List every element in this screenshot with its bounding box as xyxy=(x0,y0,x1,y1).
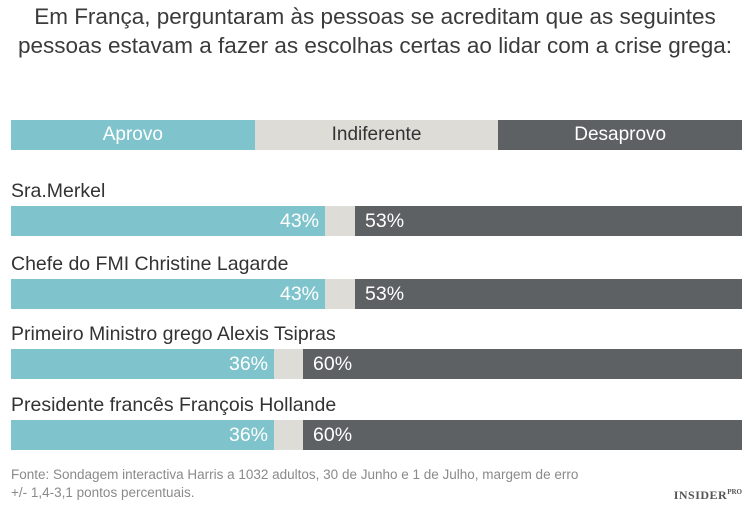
legend: Aprovo Indiferente Desaprovo xyxy=(11,120,743,150)
stacked-bar: 36% 60% xyxy=(11,420,742,450)
bar-segment-indifferent xyxy=(325,279,355,309)
bar-segment-approve xyxy=(11,420,274,450)
logo-text: INSIDER xyxy=(673,488,728,502)
value-label-approve: 36% xyxy=(228,353,268,375)
bar-segment-approve xyxy=(11,279,325,309)
bar-segment-indifferent xyxy=(274,349,303,379)
bar-segment-disapprove xyxy=(303,349,742,379)
row-label: Sra.Merkel xyxy=(11,180,106,202)
chart-title: Em França, perguntaram às pessoas se acr… xyxy=(0,2,750,60)
legend-indifferent: Indiferente xyxy=(254,120,499,150)
title-line-2: pessoas estavam a fazer as escolhas cert… xyxy=(17,33,733,58)
value-label-approve: 36% xyxy=(228,424,268,446)
bar-segment-disapprove xyxy=(355,279,742,309)
row-label: Presidente francês François Hollande xyxy=(11,394,337,416)
bar-segment-approve xyxy=(11,206,325,236)
insider-pro-logo: INSIDERPRO xyxy=(674,488,742,503)
value-label-approve: 43% xyxy=(279,283,319,305)
footnote-line-2: +/- 1,4-3,1 pontos percentuais. xyxy=(11,485,195,500)
value-label-disapprove: 60% xyxy=(313,353,353,375)
logo-sup: PRO xyxy=(727,488,742,496)
bar-segment-indifferent xyxy=(274,420,303,450)
bar-segment-disapprove xyxy=(355,206,742,236)
bar-segment-approve xyxy=(11,349,274,379)
title-line-1: Em França, perguntaram às pessoas se acr… xyxy=(34,4,716,29)
row-label: Primeiro Ministro grego Alexis Tsipras xyxy=(11,323,336,345)
value-label-disapprove: 60% xyxy=(313,424,353,446)
stacked-bar: 43% 53% xyxy=(11,206,742,236)
row-label: Chefe do FMI Christine Lagarde xyxy=(11,253,289,275)
bar-segment-indifferent xyxy=(325,206,355,236)
legend-disapprove: Desaprovo xyxy=(498,120,743,150)
stacked-bar: 36% 60% xyxy=(11,349,742,379)
footnote-line-1: Fonte: Sondagem interactiva Harris a 103… xyxy=(11,467,579,482)
stacked-bar: 43% 53% xyxy=(11,279,742,309)
legend-approve: Aprovo xyxy=(11,120,255,150)
value-label-approve: 43% xyxy=(279,210,319,232)
value-label-disapprove: 53% xyxy=(365,283,405,305)
bar-segment-disapprove xyxy=(303,420,742,450)
value-label-disapprove: 53% xyxy=(365,210,405,232)
footnote: Fonte: Sondagem interactiva Harris a 103… xyxy=(11,466,578,502)
